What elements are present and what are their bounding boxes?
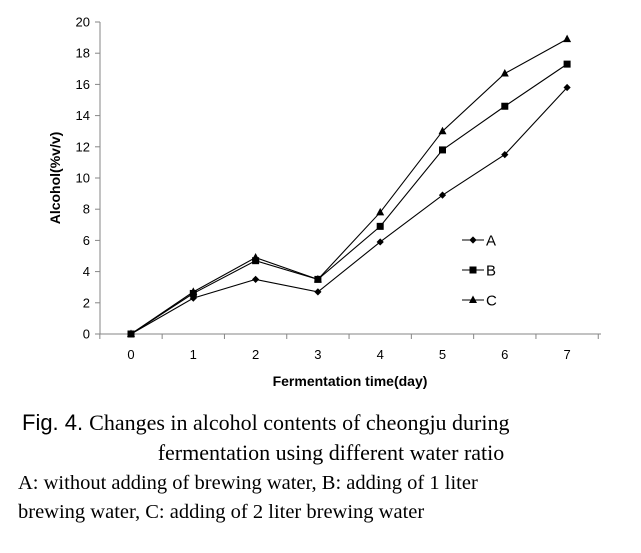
legend-label-a: A <box>486 233 496 250</box>
chart-legend: ABC <box>462 233 497 310</box>
series-c <box>127 34 572 337</box>
series-c-point <box>376 207 385 216</box>
caption-note-line-2: brewing water, C: adding of 2 liter brew… <box>18 501 425 523</box>
y-tick-label: 14 <box>76 108 90 123</box>
y-tick-label: 18 <box>76 46 90 61</box>
legend-marker <box>469 295 477 303</box>
x-axis-title: Fermentation time(day) <box>273 373 428 389</box>
chart-series <box>127 34 572 338</box>
figure-caption: Fig. 4. Changes in alcohol contents of ch… <box>18 408 622 526</box>
caption-title-line-2: fermentation using different water ratio <box>157 440 505 465</box>
series-a-point <box>376 238 384 246</box>
series-c-point <box>500 68 509 77</box>
x-tick-label: 0 <box>127 347 134 362</box>
series-b-point <box>501 102 509 110</box>
x-tick-label: 6 <box>501 347 508 362</box>
x-tick-label: 2 <box>252 347 259 362</box>
x-tick-label: 4 <box>377 347 384 362</box>
series-c-point <box>251 253 260 261</box>
y-axis-title: Alcohol(%v/v) <box>47 132 63 225</box>
y-tick-label: 2 <box>83 295 90 310</box>
y-tick-label: 4 <box>83 264 90 279</box>
x-tick-label: 7 <box>563 347 570 362</box>
series-c-point <box>313 274 322 283</box>
series-c-point <box>563 34 572 43</box>
legend-label-c: C <box>486 293 497 310</box>
series-b-point <box>439 146 446 154</box>
series-a-point <box>252 275 260 283</box>
legend-marker <box>469 236 477 244</box>
series-c-point <box>189 287 198 295</box>
y-tick-label: 16 <box>76 77 90 92</box>
x-tick-label: 3 <box>314 347 321 362</box>
x-tick-label: 5 <box>439 347 446 362</box>
series-a-point <box>563 83 571 92</box>
series-a-line <box>130 87 568 335</box>
series-b-line <box>130 63 568 335</box>
caption-title-text-1: Changes in alcohol contents of cheongju … <box>89 410 510 435</box>
x-tick-label: 1 <box>190 347 197 362</box>
y-tick-label: 6 <box>83 233 90 248</box>
series-c-point <box>438 126 447 135</box>
caption-note-line-1: A: without adding of brewing water, B: a… <box>18 472 478 494</box>
series-a <box>127 83 571 338</box>
y-tick-label: 0 <box>83 327 90 342</box>
figure-label: Fig. 4. <box>22 410 84 435</box>
series-a-point <box>314 288 322 296</box>
series-a-point <box>438 191 447 199</box>
caption-title-line-1: Fig. 4. Changes in alcohol contents of ch… <box>22 408 622 438</box>
legend-item-a: A <box>462 233 496 250</box>
y-tick-label: 12 <box>76 139 90 154</box>
legend-item-b: B <box>462 263 496 280</box>
y-tick-label: 10 <box>76 171 90 186</box>
legend-item-c: C <box>462 293 497 310</box>
series-c-line <box>130 38 568 335</box>
series-c-point <box>127 329 135 337</box>
legend-label-b: B <box>486 263 496 280</box>
series-b <box>127 60 571 338</box>
series-b-point <box>252 257 260 265</box>
y-tick-label: 20 <box>76 15 90 30</box>
legend-marker <box>469 266 477 274</box>
series-b-point <box>376 222 384 230</box>
series-b-point <box>563 60 571 68</box>
series-a-point <box>501 151 509 159</box>
y-tick-label: 8 <box>83 202 90 217</box>
